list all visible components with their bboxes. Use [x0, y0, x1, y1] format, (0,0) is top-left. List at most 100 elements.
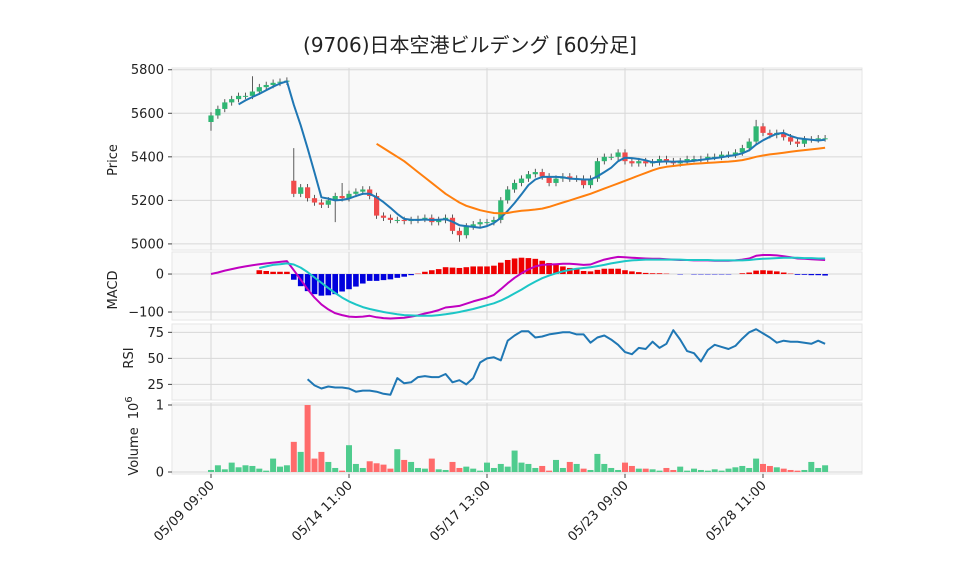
y-axis-label-text: MACD: [106, 271, 121, 310]
volume-bar: [387, 468, 394, 472]
candle-body: [422, 217, 428, 219]
candle-body: [546, 176, 552, 183]
volume-bar: [208, 469, 214, 472]
candle-body: [263, 84, 269, 88]
volume-bar: [656, 470, 663, 472]
y-axis-label-text: RSI: [122, 347, 137, 368]
candle-body: [512, 182, 518, 190]
histogram-bar: [401, 274, 407, 277]
volume-bar: [366, 461, 373, 472]
histogram-bar: [463, 267, 470, 275]
histogram-bar: [594, 269, 601, 275]
histogram-bar: [408, 274, 414, 276]
histogram-bar: [318, 274, 325, 296]
histogram-bar: [649, 273, 656, 275]
histogram-bar: [553, 264, 559, 275]
candle-body: [691, 159, 697, 160]
candle-body: [394, 219, 400, 221]
histogram-bar: [801, 274, 808, 275]
candle-body: [643, 161, 649, 164]
candle-body: [739, 148, 745, 153]
offset-exponent: 6: [124, 396, 135, 402]
y-tick-label: 1: [156, 399, 164, 414]
y-tick-label: 50: [147, 352, 164, 367]
volume-bar: [214, 465, 221, 472]
volume-bar: [746, 467, 753, 472]
volume-bar: [318, 451, 325, 472]
x-tick-label: 05/28 11:00: [703, 478, 770, 545]
candle-body: [339, 196, 345, 199]
histogram-bar: [753, 270, 759, 275]
volume-bar: [815, 467, 822, 472]
y-tick-label: 5200: [131, 194, 164, 209]
candle-body: [760, 126, 766, 133]
candle-body: [746, 141, 752, 149]
histogram-bar: [470, 266, 476, 275]
candle-body: [208, 115, 214, 122]
volume-bar: [421, 468, 428, 472]
histogram-bar: [567, 267, 573, 275]
volume-bar: [415, 467, 421, 472]
volume-bar: [808, 461, 815, 472]
candle-body: [215, 108, 221, 116]
histogram-bar: [573, 269, 580, 275]
volume-bar: [594, 453, 601, 472]
volume-bar: [677, 466, 684, 472]
volume-bar: [380, 464, 387, 472]
volume-bar: [615, 469, 622, 472]
volume-bar: [346, 445, 352, 472]
candle-body: [374, 196, 380, 216]
volume-bar: [697, 469, 704, 472]
volume-bar: [283, 465, 290, 472]
histogram-bar: [511, 258, 518, 275]
candle-body: [449, 217, 456, 231]
chart-title: (9706)日本空港ビルデング [60分足]: [303, 33, 637, 57]
histogram-bar: [622, 270, 628, 275]
volume-bar: [642, 468, 649, 472]
histogram-bar: [387, 274, 394, 280]
volume-bar: [256, 468, 263, 472]
panel-background: [171, 323, 863, 401]
histogram-bar: [608, 268, 614, 275]
panel-background: [171, 67, 863, 251]
line: [238, 80, 826, 229]
volume-bar: [359, 467, 366, 472]
candle-body: [249, 91, 255, 96]
histogram-bar: [739, 273, 746, 275]
candle-body: [242, 95, 249, 97]
volume-bar: [401, 459, 408, 472]
histogram-bar: [587, 271, 594, 275]
volume-bar: [221, 469, 228, 472]
histogram-bar: [394, 274, 401, 278]
volume-bar: [739, 465, 746, 472]
y-tick-label: 0: [156, 268, 164, 283]
line: [259, 256, 826, 317]
volume-bar: [580, 468, 587, 472]
candle-body: [663, 159, 669, 162]
x-tick-label: 05/09 09:00: [151, 478, 218, 545]
candle-body: [629, 161, 635, 164]
histogram-bar: [808, 274, 815, 276]
y-tick-label: 75: [147, 326, 164, 341]
y-tick-label: 5800: [131, 63, 164, 78]
volume-bar: [442, 469, 449, 472]
histogram-bar: [422, 271, 428, 275]
candle-body: [518, 178, 525, 183]
volume-bar: [325, 461, 332, 472]
candle-body: [594, 161, 600, 179]
histogram-bar: [746, 272, 752, 275]
candle-body: [291, 180, 297, 194]
volume-bar: [497, 463, 504, 472]
y-tick-label: 5000: [131, 237, 164, 252]
candle-body: [587, 178, 594, 186]
histogram-bar: [504, 259, 511, 275]
volume-bar: [822, 465, 829, 472]
histogram-bar: [284, 271, 290, 275]
volume-bar: [704, 470, 711, 472]
candle-body: [491, 219, 497, 223]
volume-bar: [235, 467, 242, 472]
y-tick-label: 5600: [131, 107, 164, 122]
volume-bar: [249, 465, 256, 472]
volume-bar: [601, 463, 608, 472]
